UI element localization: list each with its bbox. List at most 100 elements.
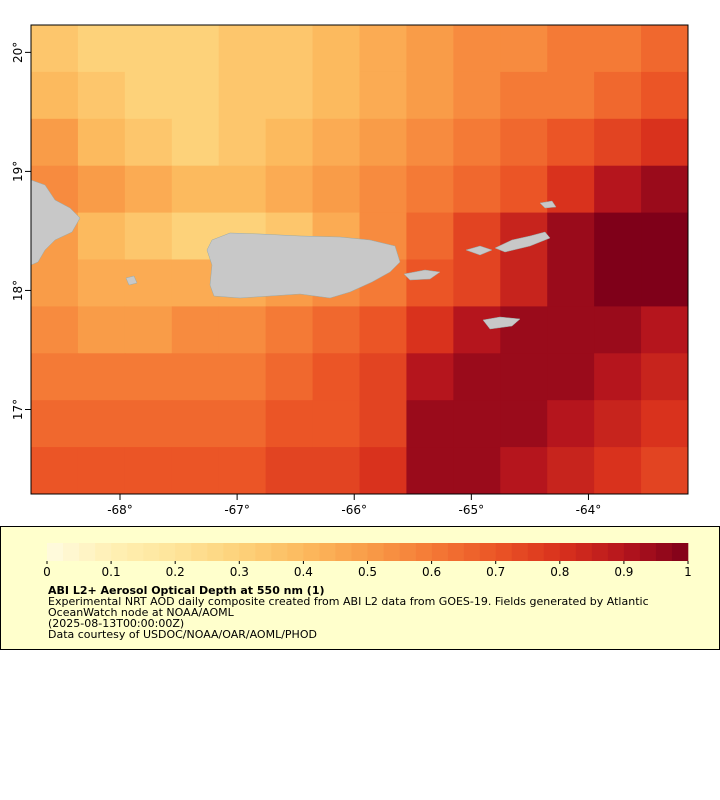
colorbar: 0 0.1 0.2 0.3 0.4 0.5 0.6 0.7 0.8 0.9 1 bbox=[43, 543, 692, 579]
aod-cell bbox=[77, 306, 126, 354]
aod-cell bbox=[453, 306, 501, 354]
aod-cell bbox=[453, 165, 501, 214]
aod-cell bbox=[312, 25, 360, 73]
colorbar-step bbox=[607, 543, 625, 561]
colorbar-step bbox=[527, 543, 545, 561]
aod-cell bbox=[77, 400, 126, 448]
aod-cell bbox=[77, 25, 126, 73]
colorbar-step bbox=[223, 543, 240, 561]
aod-cell bbox=[312, 306, 360, 354]
colorbar-step bbox=[367, 543, 384, 561]
colorbar-tick-label: 0.4 bbox=[294, 565, 313, 579]
aod-cell bbox=[500, 447, 548, 495]
x-tick-label: -65° bbox=[459, 503, 485, 517]
colorbar-step bbox=[639, 543, 657, 561]
aod-cell bbox=[77, 212, 126, 260]
aod-cell bbox=[453, 259, 501, 307]
aod-cell bbox=[312, 447, 360, 495]
aod-cell bbox=[265, 25, 314, 73]
legend-title: ABI L2+ Aerosol Optical Depth at 550 nm … bbox=[48, 584, 325, 597]
aod-cell bbox=[641, 165, 689, 214]
aod-cell bbox=[641, 212, 689, 260]
aod-cell bbox=[406, 447, 454, 495]
x-tick-label: -68° bbox=[107, 503, 133, 517]
vieques bbox=[403, 269, 441, 281]
aod-cell bbox=[218, 25, 267, 73]
colorbar-step bbox=[399, 543, 416, 561]
aod-cell bbox=[359, 400, 407, 448]
aod-cell bbox=[453, 118, 501, 167]
colorbar-step bbox=[415, 543, 432, 561]
aod-cell bbox=[31, 118, 79, 167]
legend-text: (2025-08-13T00:00:00Z) bbox=[48, 617, 184, 630]
aod-cell bbox=[265, 353, 314, 401]
colorbar-step bbox=[63, 543, 80, 561]
aod-cell bbox=[547, 353, 595, 401]
x-tick-label: -67° bbox=[224, 503, 250, 517]
aod-cell bbox=[218, 306, 267, 354]
aod-cell bbox=[500, 118, 548, 167]
aod-cell bbox=[218, 165, 267, 214]
colorbar-step bbox=[447, 543, 464, 561]
aod-cell bbox=[31, 353, 79, 401]
aod-cell bbox=[359, 165, 407, 214]
aod-cell bbox=[171, 447, 220, 495]
aod-cell bbox=[124, 25, 173, 73]
aod-cell bbox=[641, 118, 689, 167]
colorbar-step bbox=[239, 543, 256, 561]
aod-cell bbox=[124, 353, 173, 401]
aod-cell bbox=[31, 306, 79, 354]
legend-text: Data courtesy of USDOC/NOAA/OAR/AOML/PHO… bbox=[48, 628, 317, 641]
aod-cell bbox=[547, 212, 595, 260]
aod-cell bbox=[265, 400, 314, 448]
colorbar-tick-label: 0.1 bbox=[102, 565, 121, 579]
colorbar-step bbox=[255, 543, 272, 561]
y-tick-label: 20° bbox=[11, 42, 25, 63]
land bbox=[30, 179, 557, 330]
colorbar-step bbox=[319, 543, 336, 561]
colorbar-step bbox=[623, 543, 641, 561]
aod-cell bbox=[218, 400, 267, 448]
aod-cell bbox=[547, 25, 595, 73]
colorbar-step bbox=[271, 543, 288, 561]
aod-cell bbox=[218, 71, 267, 120]
aod-cell bbox=[218, 118, 267, 167]
aod-cell bbox=[77, 71, 126, 120]
colorbar-step bbox=[543, 543, 561, 561]
aod-cell bbox=[124, 447, 173, 495]
aod-cell bbox=[31, 400, 79, 448]
aod-cell bbox=[312, 71, 360, 120]
colorbar-step bbox=[575, 543, 593, 561]
colorbar-tick-label: 0.6 bbox=[422, 565, 441, 579]
aod-cell bbox=[594, 212, 642, 260]
aod-cell bbox=[594, 259, 642, 307]
aod-cell bbox=[547, 447, 595, 495]
aod-cell bbox=[453, 71, 501, 120]
aod-cell bbox=[359, 353, 407, 401]
virgin-islands bbox=[465, 245, 493, 256]
aod-cell bbox=[359, 306, 407, 354]
map-frame bbox=[30, 24, 689, 495]
colorbar-step bbox=[335, 543, 352, 561]
colorbar-step bbox=[95, 543, 112, 561]
aod-cell bbox=[124, 400, 173, 448]
colorbar-step bbox=[431, 543, 448, 561]
aod-cell bbox=[265, 447, 314, 495]
aod-cell bbox=[406, 353, 454, 401]
colorbar-tick-label: 1 bbox=[684, 565, 692, 579]
aod-cell bbox=[218, 447, 267, 495]
aod-cell bbox=[218, 353, 267, 401]
aod-cell bbox=[171, 118, 220, 167]
colorbar-step bbox=[671, 543, 689, 561]
aod-cell bbox=[641, 400, 689, 448]
aod-cell bbox=[124, 212, 173, 260]
colorbar-step bbox=[159, 543, 176, 561]
colorbar-step bbox=[175, 543, 192, 561]
aod-cell bbox=[312, 165, 360, 214]
aod-cell bbox=[171, 306, 220, 354]
colorbar-tick-label: 0.2 bbox=[166, 565, 185, 579]
aod-cell bbox=[171, 353, 220, 401]
aod-cell bbox=[359, 25, 407, 73]
aod-cell bbox=[406, 212, 454, 260]
aod-cell bbox=[641, 447, 689, 495]
